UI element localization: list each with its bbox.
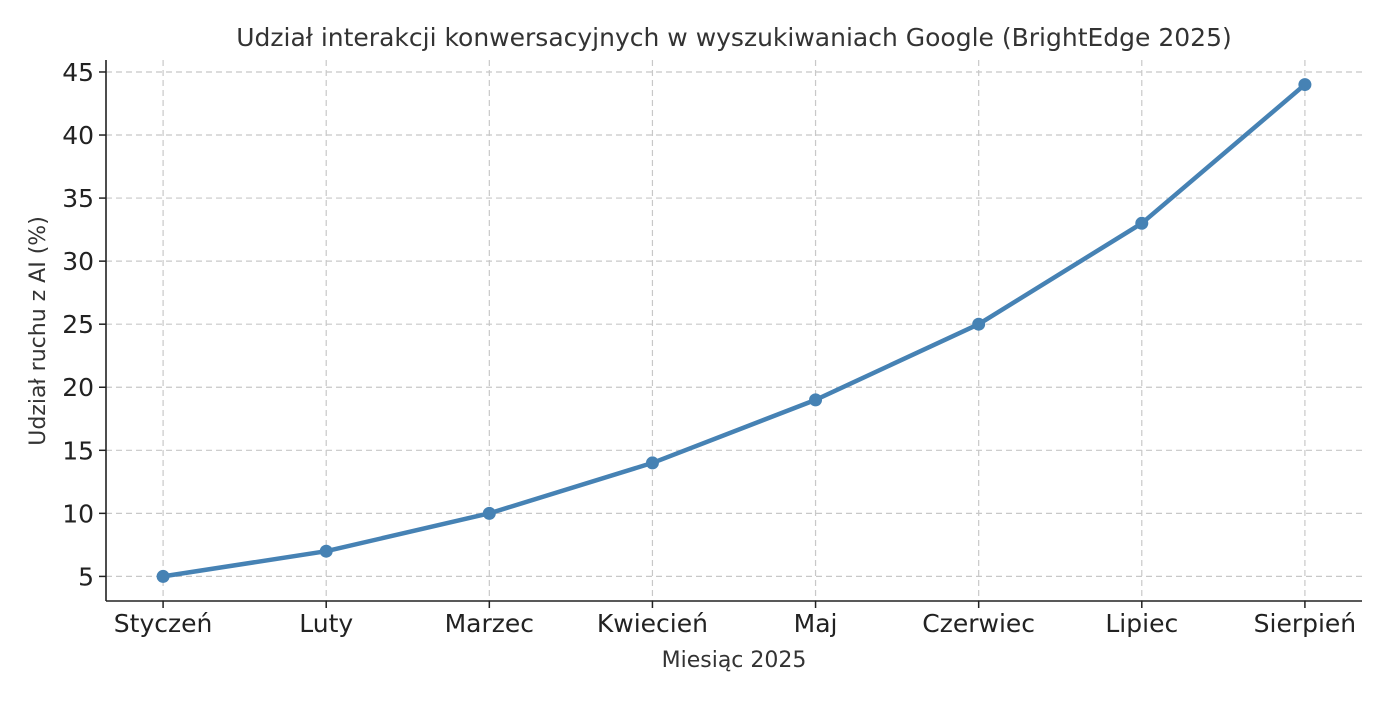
y-tick-label: 20: [62, 373, 94, 402]
data-point: [319, 544, 333, 558]
y-axis-label: Udział ruchu z AI (%): [26, 216, 51, 446]
data-point: [1298, 78, 1312, 92]
y-tick-label: 40: [62, 121, 94, 150]
series: [156, 78, 1312, 583]
data-point: [972, 317, 986, 331]
x-tick-label: Maj: [794, 609, 838, 638]
axes: [105, 60, 1362, 602]
y-tick-label: 30: [62, 247, 94, 276]
x-tick-label: Lipiec: [1105, 609, 1178, 638]
x-tick-label: Sierpień: [1254, 609, 1357, 638]
x-tick-label: Marzec: [445, 609, 534, 638]
data-point: [156, 569, 170, 583]
x-axis-label: Miesiąc 2025: [662, 648, 807, 673]
y-tick-label: 15: [62, 436, 94, 465]
data-point: [645, 456, 659, 470]
grid: [106, 60, 1362, 601]
y-tick-label: 10: [62, 499, 94, 528]
x-tick-label: Styczeń: [114, 609, 213, 638]
y-tick-label: 35: [62, 184, 94, 213]
y-tick-label: 45: [62, 58, 94, 87]
series-line: [162, 82, 1307, 579]
y-tick-label: 5: [78, 562, 94, 591]
y-ticks: 5 10 15 20 25 30 35 40 45: [62, 58, 106, 591]
data-point: [809, 393, 823, 407]
y-tick-label: 25: [62, 310, 94, 339]
x-tick-label: Kwiecień: [597, 609, 708, 638]
x-tick-label: Czerwiec: [922, 609, 1035, 638]
data-point: [482, 506, 496, 520]
data-point: [1135, 216, 1149, 230]
x-ticks: Styczeń Luty Marzec Kwiecień Maj Czerwiec Lipi…: [114, 601, 1356, 638]
x-tick-label: Luty: [299, 609, 353, 638]
chart-title: Udział interakcji konwersacyjnych w wysz…: [236, 23, 1232, 52]
